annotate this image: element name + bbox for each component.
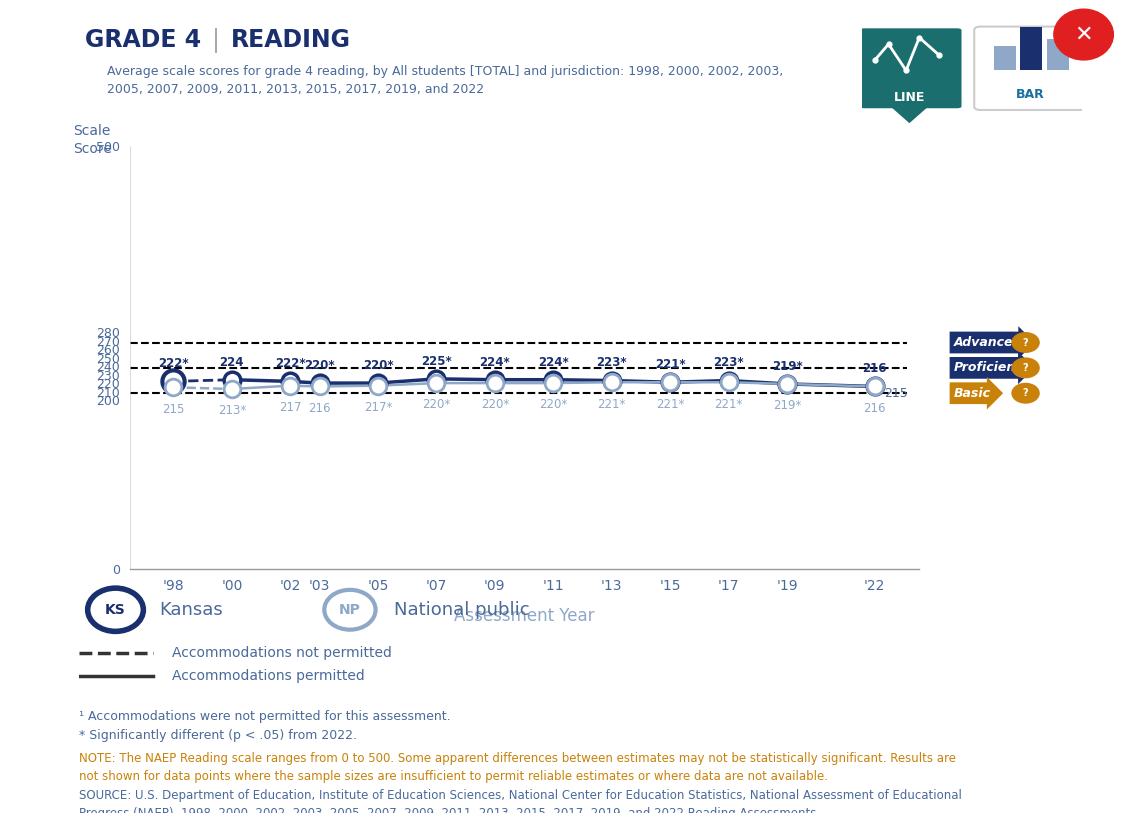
Text: 224: 224 (220, 355, 245, 368)
Polygon shape (890, 107, 929, 124)
FancyBboxPatch shape (974, 27, 1086, 110)
Text: GRADE 4: GRADE 4 (85, 28, 201, 53)
Text: 215: 215 (884, 387, 907, 400)
Text: 217*: 217* (364, 401, 392, 414)
Text: READING: READING (231, 28, 350, 53)
Text: 216: 216 (862, 363, 887, 376)
Text: Proficient: Proficient (953, 361, 1022, 374)
Text: 213*: 213* (218, 404, 246, 417)
Bar (994, 46, 1017, 71)
Text: Kansas: Kansas (160, 601, 223, 619)
Text: 222*: 222* (158, 357, 188, 370)
Text: Accommodations not permitted: Accommodations not permitted (172, 646, 392, 660)
Circle shape (1054, 9, 1113, 60)
Text: 220*: 220* (363, 359, 393, 372)
Text: National public: National public (394, 601, 530, 619)
Text: 222*: 222* (275, 357, 305, 370)
Text: SOURCE: U.S. Department of Education, Institute of Education Sciences, National : SOURCE: U.S. Department of Education, In… (79, 789, 961, 813)
FancyBboxPatch shape (858, 27, 964, 110)
Text: ?: ? (1023, 363, 1028, 373)
Text: Average scale scores for grade 4 reading, by All students [TOTAL] and jurisdicti: Average scale scores for grade 4 reading… (107, 65, 783, 96)
Text: ?: ? (1023, 337, 1028, 347)
Text: 219*: 219* (773, 399, 801, 412)
Text: KS: KS (105, 602, 126, 617)
Bar (1047, 39, 1068, 71)
Text: Basic: Basic (953, 387, 991, 400)
Text: 225*: 225* (421, 354, 452, 367)
Text: NOTE: The NAEP Reading scale ranges from 0 to 500. Some apparent differences bet: NOTE: The NAEP Reading scale ranges from… (79, 752, 956, 783)
Text: 220*: 220* (304, 359, 335, 372)
Text: 217: 217 (279, 401, 302, 414)
Circle shape (325, 589, 375, 629)
Text: Score: Score (73, 142, 112, 156)
Text: 219*: 219* (772, 360, 802, 373)
Text: Scale: Scale (73, 124, 110, 137)
Text: 221*: 221* (597, 398, 625, 411)
Text: Advanced: Advanced (953, 336, 1022, 349)
Text: ¹ Accommodations were not permitted for this assessment.: ¹ Accommodations were not permitted for … (79, 710, 451, 723)
Text: 221*: 221* (656, 398, 684, 411)
Text: 221*: 221* (715, 398, 743, 411)
Text: 216: 216 (863, 402, 886, 415)
X-axis label: Assessment Year: Assessment Year (454, 606, 594, 624)
Text: 224*: 224* (538, 355, 569, 368)
Text: 220*: 220* (481, 398, 509, 411)
Text: 220*: 220* (539, 398, 567, 411)
Text: 223*: 223* (596, 356, 627, 369)
Bar (1020, 27, 1042, 71)
Text: LINE: LINE (894, 91, 925, 104)
Text: ?: ? (1023, 389, 1028, 398)
Text: 223*: 223* (713, 356, 744, 369)
Text: NP: NP (339, 602, 361, 617)
Text: 215: 215 (162, 402, 185, 415)
Text: BAR: BAR (1015, 88, 1045, 101)
Text: |: | (212, 28, 220, 54)
Text: * Significantly different (p < .05) from 2022.: * Significantly different (p < .05) from… (79, 729, 357, 742)
Text: 216: 216 (309, 402, 331, 415)
Text: 220*: 220* (423, 398, 451, 411)
Circle shape (88, 588, 143, 632)
Text: ✕: ✕ (1074, 24, 1093, 45)
Text: 224*: 224* (479, 355, 511, 368)
Text: 221*: 221* (655, 359, 685, 371)
Text: Accommodations permitted: Accommodations permitted (172, 669, 365, 683)
